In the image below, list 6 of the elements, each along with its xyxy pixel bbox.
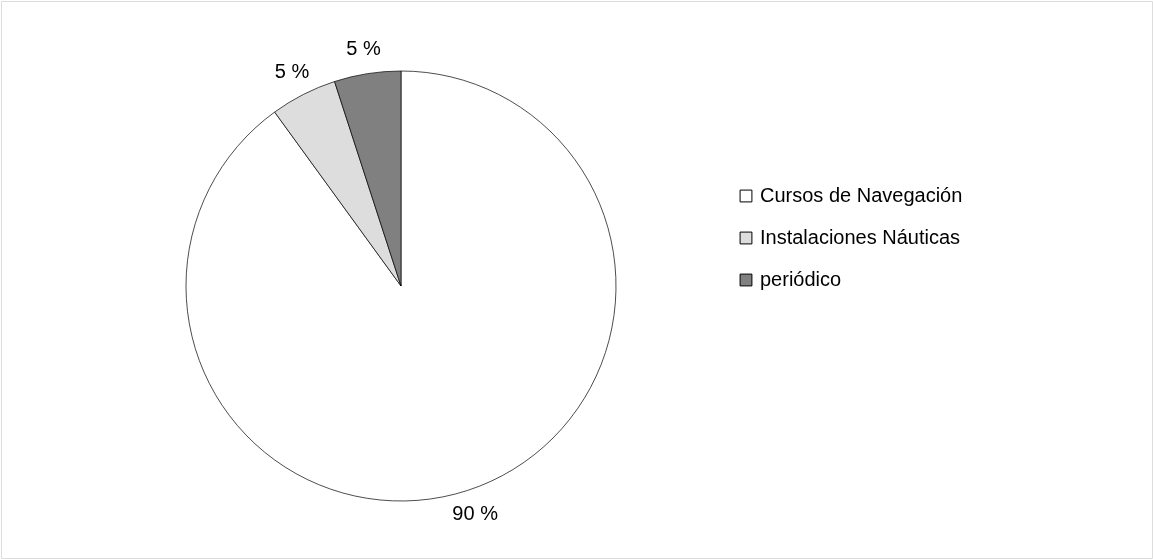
legend-label: Cursos de Navegación: [760, 184, 963, 206]
legend-label: Instalaciones Náuticas: [760, 226, 961, 248]
data-label: 5 %: [274, 60, 310, 83]
data-label: 90 %: [452, 502, 499, 525]
data-label: 5 %: [346, 36, 381, 59]
legend-label: periódico: [760, 268, 842, 290]
